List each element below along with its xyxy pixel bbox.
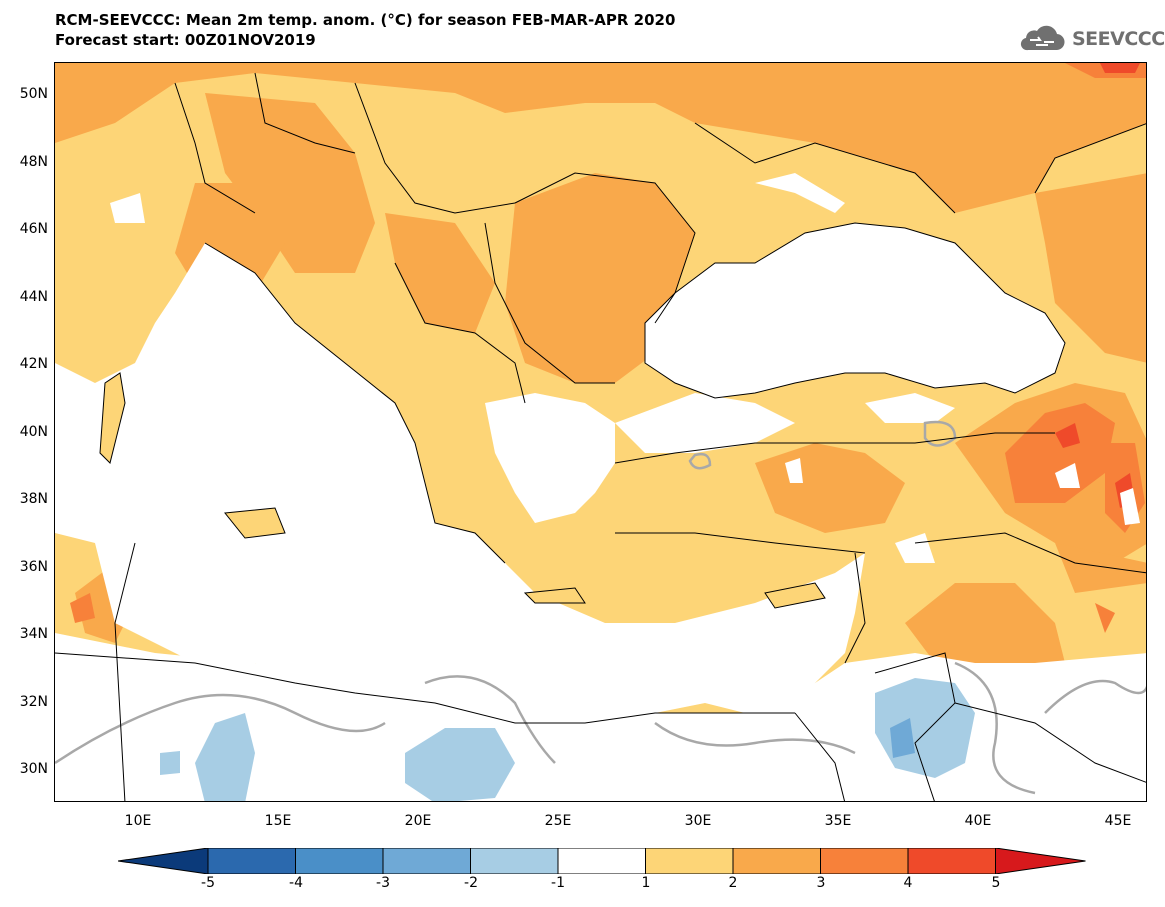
lon-label: 15E xyxy=(264,813,292,829)
borders xyxy=(55,72,1146,801)
colorbar-segment xyxy=(557,848,646,874)
colorbar-label: 1 xyxy=(641,875,651,891)
lon-label: 20E xyxy=(404,813,432,829)
colorbar-label: -1 xyxy=(551,875,565,891)
cloud-icon xyxy=(1020,25,1065,51)
lat-label: 42N xyxy=(19,356,48,372)
lat-label: 50N xyxy=(19,86,48,102)
colorbar-label: 5 xyxy=(991,875,1001,891)
contour-lines xyxy=(55,420,1146,795)
forecast-start: Forecast start: 00Z01NOV2019 xyxy=(55,31,316,49)
lat-label: 48N xyxy=(19,154,48,170)
lat-label: 34N xyxy=(19,626,48,642)
lat-label: 30N xyxy=(19,761,48,777)
colorbar xyxy=(118,848,1086,874)
seevccc-logo: SEEVCCC xyxy=(1018,24,1165,54)
lon-label: 30E xyxy=(684,813,712,829)
map-panel xyxy=(54,62,1147,802)
logo-text: SEEVCCC xyxy=(1072,28,1165,50)
islands xyxy=(99,372,826,609)
colorbar-segment xyxy=(382,848,471,874)
colorbar-label: -5 xyxy=(201,875,215,891)
anomaly-2-3-layer xyxy=(55,63,1146,673)
colorbar-segment xyxy=(820,848,909,874)
colorbar-label: 4 xyxy=(903,875,913,891)
colorbar-label: 3 xyxy=(816,875,826,891)
lon-label: 35E xyxy=(824,813,852,829)
lon-label: 45E xyxy=(1104,813,1132,829)
colorbar-label: -4 xyxy=(289,875,303,891)
lat-label: 40N xyxy=(19,424,48,440)
colorbar-label: 2 xyxy=(728,875,738,891)
lat-label: 32N xyxy=(19,694,48,710)
colorbar-segment xyxy=(995,848,1086,874)
map-title: RCM-SEEVCCC: Mean 2m temp. anom. (°C) fo… xyxy=(55,11,676,29)
anomaly-map xyxy=(55,63,1146,801)
colorbar-label: -2 xyxy=(464,875,478,891)
colorbar-segment xyxy=(118,848,209,874)
colorbar-label: -3 xyxy=(376,875,390,891)
colorbar-segment xyxy=(732,848,821,874)
lat-label: 36N xyxy=(19,559,48,575)
colorbar-segment xyxy=(207,848,296,874)
lon-label: 25E xyxy=(544,813,572,829)
lat-label: 44N xyxy=(19,289,48,305)
colorbar-segment xyxy=(645,848,734,874)
title-block: RCM-SEEVCCC: Mean 2m temp. anom. (°C) fo… xyxy=(55,10,675,50)
lat-label: 38N xyxy=(19,491,48,507)
colorbar-segment xyxy=(470,848,559,874)
neutral-layer xyxy=(55,173,1146,801)
colorbar-segment xyxy=(907,848,996,874)
colorbar-segment xyxy=(295,848,384,874)
anomaly-neg-1-2-layer xyxy=(160,678,975,801)
anomaly-neg-2-3-layer xyxy=(890,718,915,758)
lon-label: 10E xyxy=(124,813,152,829)
lat-label: 46N xyxy=(19,221,48,237)
lon-label: 40E xyxy=(964,813,992,829)
